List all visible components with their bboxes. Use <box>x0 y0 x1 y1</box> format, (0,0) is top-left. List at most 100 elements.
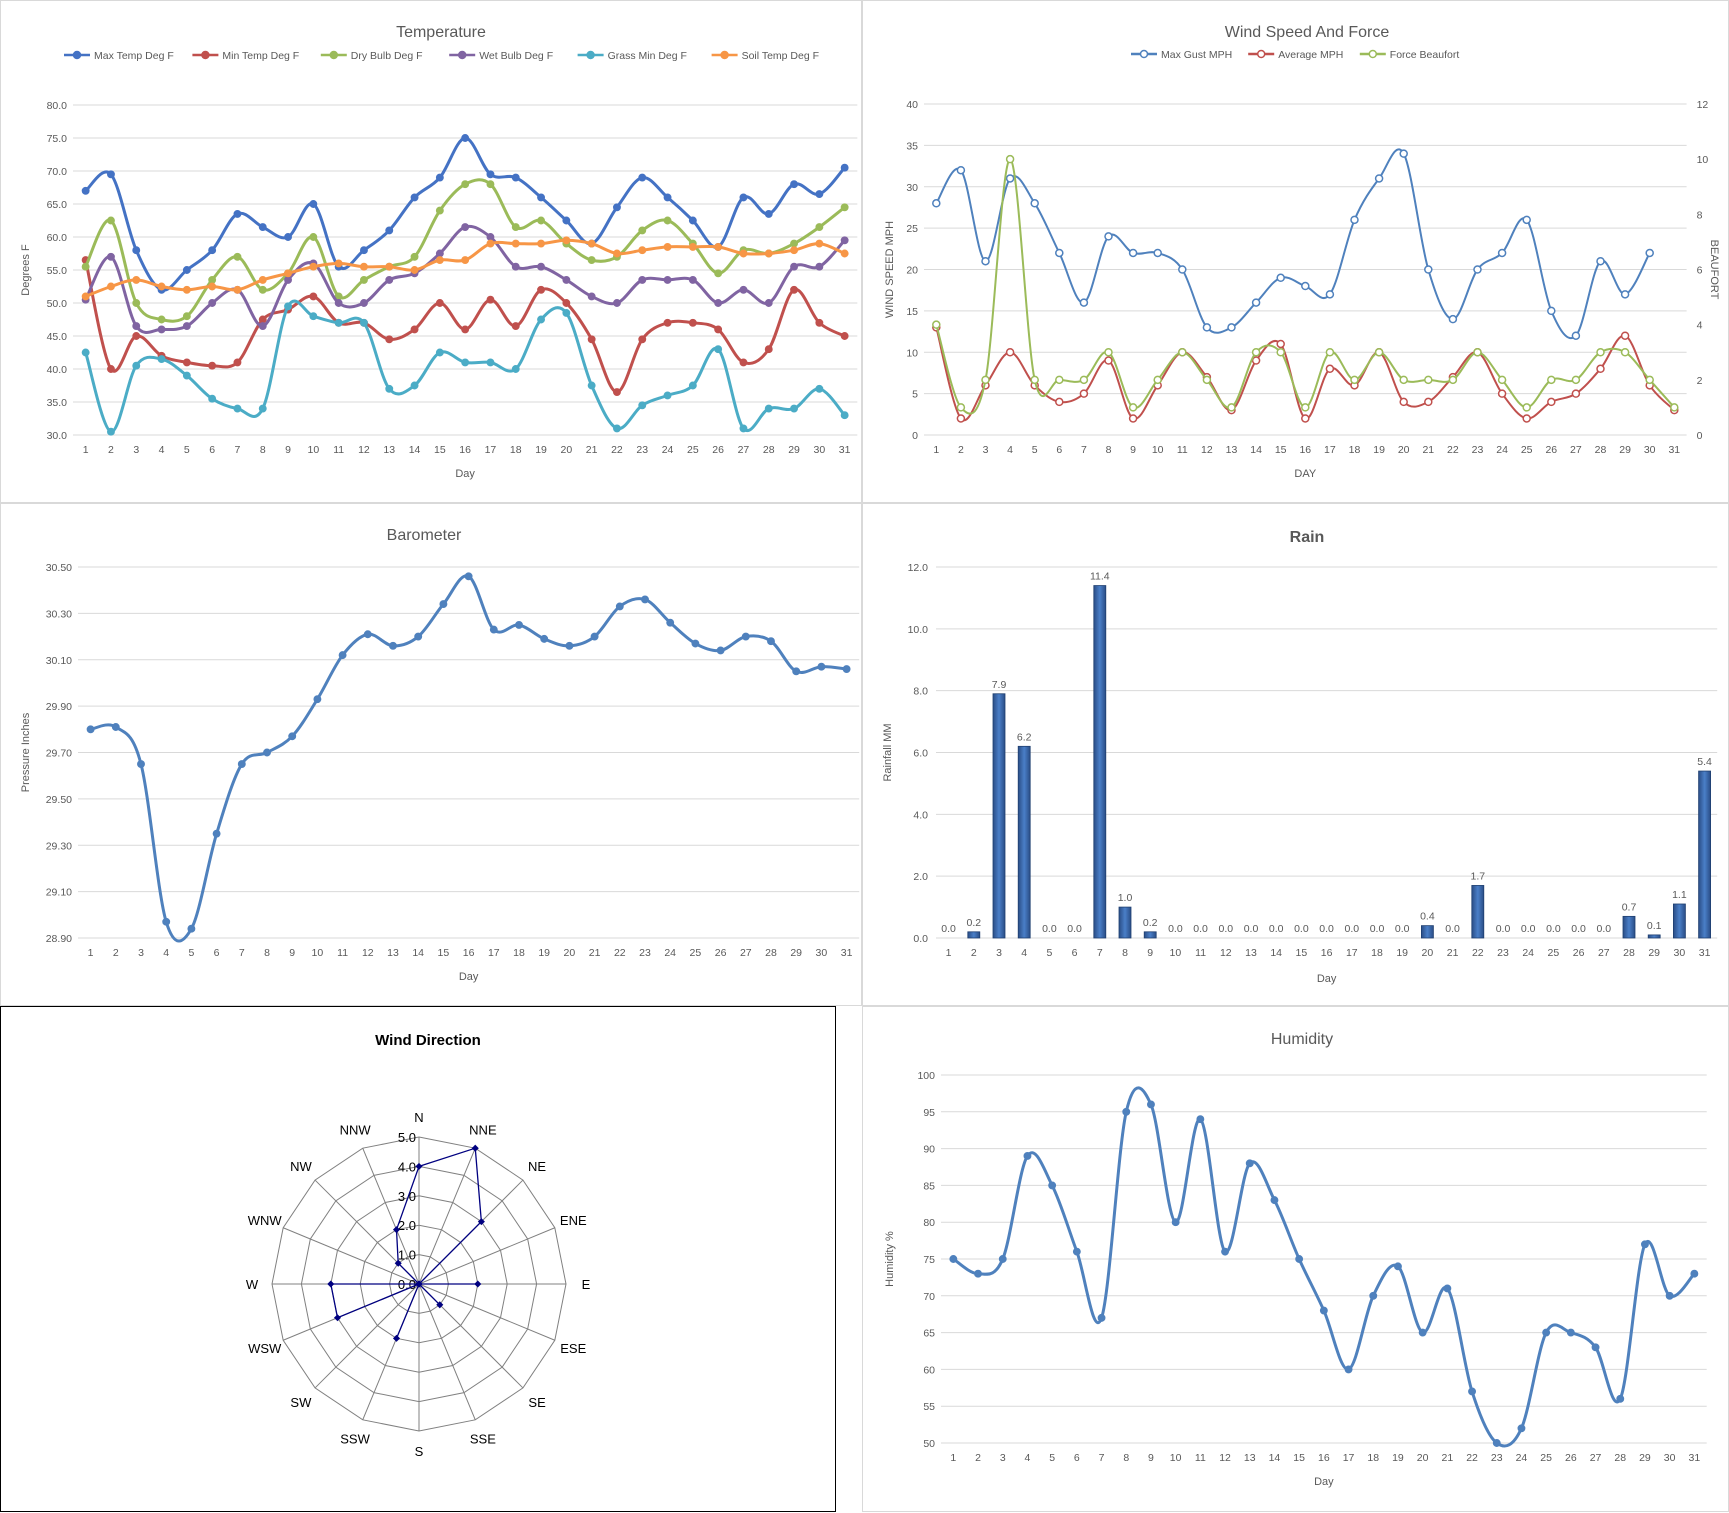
data-point <box>511 239 520 248</box>
bar-value-label: 0.0 <box>1546 923 1561 935</box>
x-tick-label: 2 <box>113 947 119 959</box>
data-point <box>208 361 217 370</box>
x-tick-label: 18 <box>510 444 522 456</box>
data-point <box>208 246 217 255</box>
x-tick-label: 19 <box>1392 1452 1404 1464</box>
data-point <box>511 262 520 271</box>
data-point <box>1369 1291 1378 1300</box>
x-tick-label: 23 <box>1472 444 1484 456</box>
data-point <box>1319 1306 1328 1315</box>
data-point <box>663 318 672 327</box>
data-point <box>187 924 196 933</box>
data-point <box>435 256 444 265</box>
series-line <box>84 136 846 292</box>
bar-value-label: 0.0 <box>1244 923 1259 935</box>
data-point <box>1147 1100 1155 1109</box>
data-point <box>840 332 849 340</box>
direction-label: W <box>246 1277 259 1292</box>
radar-series <box>330 1147 483 1339</box>
data-point <box>1251 298 1261 307</box>
data-point <box>1522 215 1531 225</box>
x-axis-title: Day <box>1314 1476 1334 1488</box>
x-tick-label: 13 <box>1244 1452 1256 1464</box>
data-point <box>461 256 470 265</box>
data-point <box>587 239 596 248</box>
data-point <box>1522 414 1531 423</box>
legend-label: Average MPH <box>1278 49 1343 61</box>
rain-bar <box>1017 745 1031 939</box>
radial-tick-label: 4.0 <box>398 1159 416 1174</box>
radial-tick-label: 2.0 <box>398 1218 416 1233</box>
data-point <box>1374 174 1384 183</box>
data-point <box>486 358 495 367</box>
data-point <box>439 600 448 609</box>
data-point <box>1547 397 1556 407</box>
data-point <box>132 299 141 307</box>
data-point <box>414 632 423 641</box>
data-point <box>1690 1269 1699 1278</box>
y-tick-label: 5 <box>912 389 918 401</box>
y-tick-label: 25 <box>906 223 918 235</box>
x-tick-label: 28 <box>765 947 777 959</box>
x-tick-label: 11 <box>1195 1452 1206 1464</box>
data-point <box>360 275 368 284</box>
x-tick-label: 8 <box>1122 947 1128 959</box>
x-tick-label: 31 <box>841 947 853 959</box>
radial-tick-label: 1.0 <box>398 1248 416 1263</box>
y-tick-label: 90 <box>923 1144 935 1156</box>
data-point <box>309 200 318 208</box>
x-tick-label: 25 <box>1540 1452 1552 1464</box>
data-point <box>1350 215 1359 225</box>
y-tick-label: 20 <box>906 265 918 277</box>
x-tick-label: 11 <box>1195 947 1206 959</box>
data-point <box>587 335 596 344</box>
bar-value-label: 6.2 <box>1017 731 1032 743</box>
data-point <box>489 625 498 634</box>
data-point <box>1128 248 1138 258</box>
data-point <box>1473 265 1482 274</box>
data-point <box>1616 1394 1625 1403</box>
x-tick-label: 29 <box>790 947 802 959</box>
x-tick-label: 17 <box>488 947 500 959</box>
data-point <box>435 206 444 215</box>
data-point <box>1394 1262 1402 1271</box>
y-tick-label: 45.0 <box>47 331 68 343</box>
x-tick-label: 31 <box>1668 444 1680 456</box>
x-tick-label: 21 <box>1442 1452 1454 1464</box>
x-tick-label: 21 <box>589 947 601 959</box>
x-tick-label: 3 <box>1000 1452 1006 1464</box>
x-tick-label: 22 <box>611 444 623 456</box>
data-point <box>981 256 990 266</box>
data-point <box>1251 348 1261 357</box>
y-tick-label: 10 <box>906 347 918 359</box>
direction-label: SE <box>528 1395 546 1410</box>
data-point <box>739 193 748 202</box>
x-tick-label: 15 <box>1293 1452 1305 1464</box>
y-tick-label: 80.0 <box>47 100 68 112</box>
rain-bar <box>967 931 981 939</box>
x-tick-label: 6 <box>1072 947 1078 959</box>
x-tick-label: 1 <box>83 444 89 456</box>
data-point <box>1178 265 1187 274</box>
x-tick-label: 4 <box>1025 1452 1031 1464</box>
rain-bar <box>1647 934 1661 939</box>
data-point <box>739 424 748 433</box>
x-tick-label: 2 <box>108 444 114 456</box>
bar-value-label: 0.0 <box>1571 923 1586 935</box>
x-tick-label: 7 <box>1081 444 1087 456</box>
y-tick-label: 29.90 <box>46 701 72 713</box>
data-point <box>1202 375 1212 385</box>
bar-value-label: 0.0 <box>1596 923 1611 935</box>
data-point <box>233 404 242 413</box>
data-point <box>1325 290 1335 299</box>
x-tick-label: 3 <box>138 947 144 959</box>
y2-tick-label: 10 <box>1697 154 1709 166</box>
y-tick-label: 40 <box>906 99 918 111</box>
x-tick-label: 10 <box>312 947 324 959</box>
data-point <box>511 365 520 373</box>
data-point <box>638 275 647 284</box>
y-tick-label: 30.50 <box>46 562 72 574</box>
legend-marker <box>72 50 82 60</box>
series-line <box>84 224 846 334</box>
bar-value-label: 0.0 <box>1521 923 1536 935</box>
